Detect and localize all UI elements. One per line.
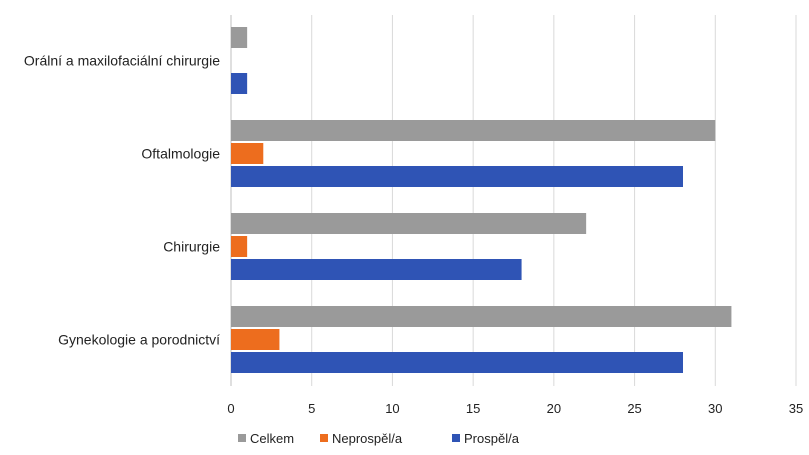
- bar-prosp-l-a-0: [231, 352, 683, 373]
- legend-label: Neprospěl/a: [332, 431, 403, 446]
- bar-neprosp-l-a-2: [231, 143, 264, 164]
- bars: [231, 27, 732, 373]
- bar-celkem-0: [231, 306, 732, 327]
- bar-celkem-1: [231, 213, 587, 234]
- x-tick-label: 35: [789, 401, 803, 416]
- bar-neprosp-l-a-0: [231, 329, 280, 350]
- legend: Celkem Neprospěl/a Prospěl/a: [238, 431, 520, 446]
- x-tick-label: 15: [466, 401, 480, 416]
- category-label: Oftalmologie: [141, 146, 220, 162]
- bar-prosp-l-a-2: [231, 166, 683, 187]
- bar-prosp-l-a-3: [231, 73, 248, 94]
- category-labels: Gynekologie a porodnictví Chirurgie Oftalm…: [24, 53, 220, 348]
- x-tick-label: 5: [308, 401, 315, 416]
- legend-label: Prospěl/a: [464, 431, 520, 446]
- x-tick-label: 25: [627, 401, 641, 416]
- legend-swatch: [320, 434, 328, 442]
- x-tick-label: 20: [547, 401, 561, 416]
- x-tick-label: 30: [708, 401, 722, 416]
- category-label: Chirurgie: [163, 239, 220, 255]
- bar-celkem-3: [231, 27, 248, 48]
- bar-neprosp-l-a-1: [231, 236, 248, 257]
- x-tick-label: 0: [227, 401, 234, 416]
- legend-label: Celkem: [250, 431, 294, 446]
- gridlines: [230, 15, 797, 386]
- bar-celkem-2: [231, 120, 716, 141]
- bar-prosp-l-a-1: [231, 259, 522, 280]
- x-tick-label: 10: [385, 401, 399, 416]
- legend-swatch: [452, 434, 460, 442]
- category-label: Orální a maxilofaciální chirurgie: [24, 53, 220, 69]
- category-label: Gynekologie a porodnictví: [58, 332, 220, 348]
- legend-swatch: [238, 434, 246, 442]
- x-axis-tick-labels: 0 5 10 15 20 25 30 35: [227, 401, 803, 416]
